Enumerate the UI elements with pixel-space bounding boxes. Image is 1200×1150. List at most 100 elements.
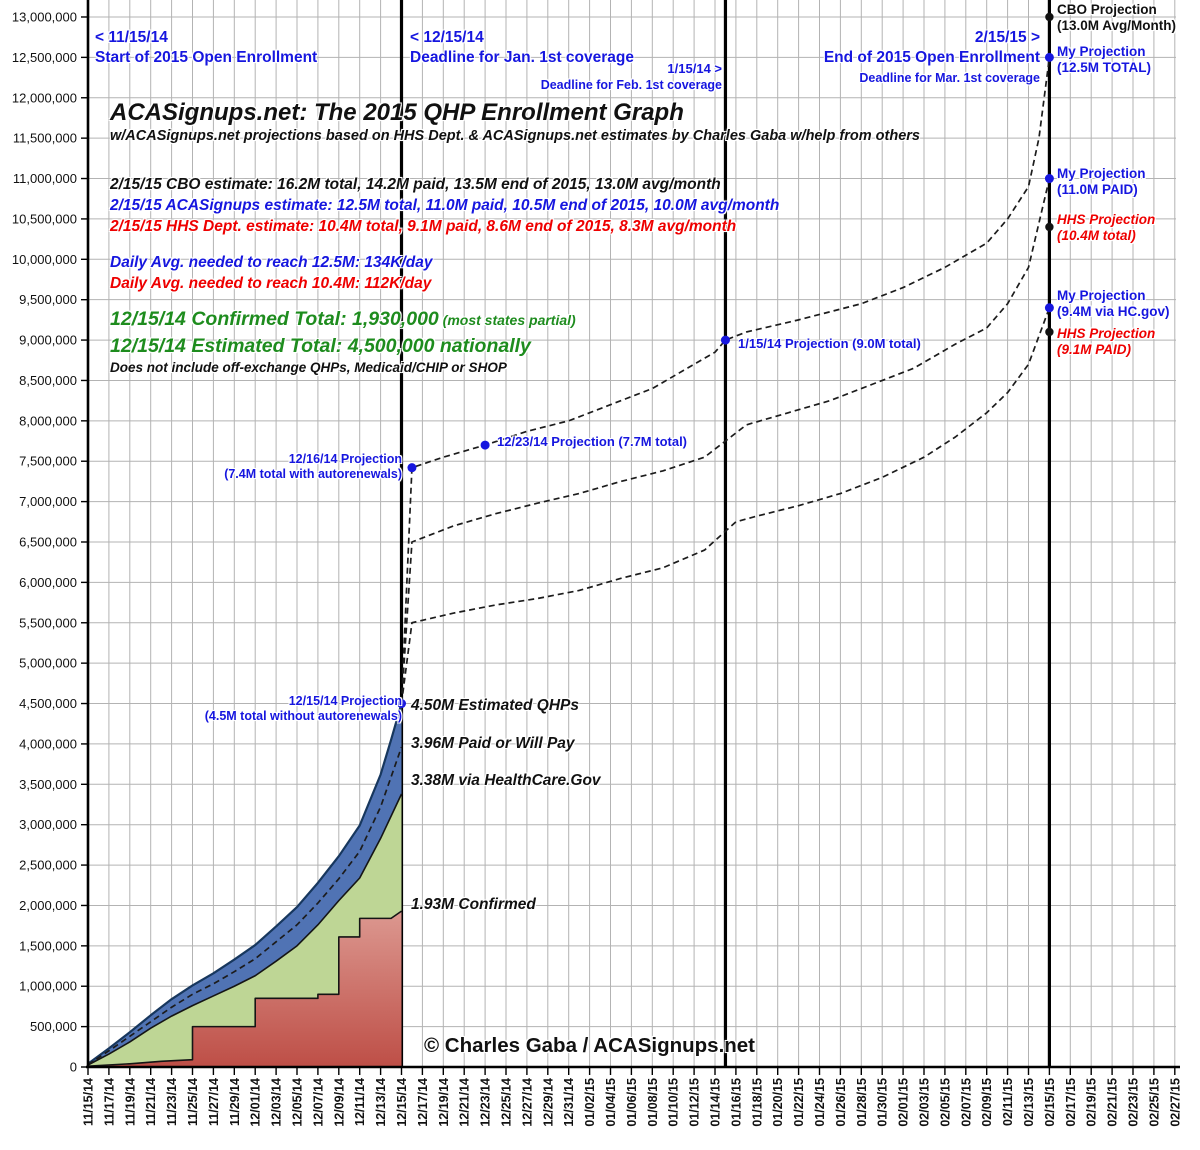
svg-text:12/05/14: 12/05/14 bbox=[291, 1078, 305, 1127]
svg-text:12,500,000: 12,500,000 bbox=[12, 50, 77, 65]
svg-text:500,000: 500,000 bbox=[30, 1019, 77, 1034]
svg-text:02/01/15: 02/01/15 bbox=[897, 1078, 911, 1127]
svg-text:1,000,000: 1,000,000 bbox=[19, 979, 77, 994]
svg-text:01/06/15: 01/06/15 bbox=[625, 1078, 639, 1127]
svg-text:11,500,000: 11,500,000 bbox=[13, 131, 77, 146]
svg-text:02/11/15: 02/11/15 bbox=[1001, 1078, 1015, 1126]
svg-text:01/12/15: 01/12/15 bbox=[688, 1078, 702, 1127]
svg-text:11/15/14: 11/15/14 bbox=[82, 1078, 96, 1126]
svg-text:01/28/15: 01/28/15 bbox=[855, 1078, 869, 1127]
svg-text:2,500,000: 2,500,000 bbox=[19, 858, 77, 873]
chart-subtitle: w/ACASignups.net projections based on HH… bbox=[110, 128, 920, 144]
svg-text:01/26/15: 01/26/15 bbox=[834, 1078, 848, 1127]
svg-text:6,500,000: 6,500,000 bbox=[19, 534, 77, 549]
annotation-open-enrollment-start: < 11/15/14 Start of 2015 Open Enrollment bbox=[95, 28, 317, 68]
projection-label-my-hcgov: My Projection (9.4M via HC.gov) bbox=[1057, 288, 1170, 320]
annotation-jan1-deadline: < 12/15/14 Deadline for Jan. 1st coverag… bbox=[410, 28, 634, 68]
svg-text:02/09/15: 02/09/15 bbox=[980, 1078, 994, 1127]
svg-text:02/13/15: 02/13/15 bbox=[1022, 1078, 1036, 1127]
label-line: HHS Projection bbox=[1057, 212, 1156, 227]
stacked-areas bbox=[87, 703, 403, 1067]
projection-label-my-paid: My Projection (11.0M PAID) bbox=[1057, 166, 1146, 198]
projection-label-hhs-paid: HHS Projection (9.1M PAID) bbox=[1057, 326, 1155, 358]
svg-text:01/20/15: 01/20/15 bbox=[771, 1078, 785, 1127]
annotation-line: Deadline for Jan. 1st coverage bbox=[410, 49, 634, 66]
svg-text:11/29/14: 11/29/14 bbox=[228, 1078, 242, 1126]
svg-text:02/21/15: 02/21/15 bbox=[1106, 1078, 1120, 1127]
svg-text:12/09/14: 12/09/14 bbox=[332, 1078, 346, 1127]
label-line: My Projection bbox=[1057, 44, 1146, 59]
svg-text:01/14/15: 01/14/15 bbox=[709, 1078, 723, 1127]
annotation-line: Deadline for Feb. 1st coverage bbox=[540, 78, 722, 92]
daily-avg-104: Daily Avg. needed to reach 10.4M: 112K/d… bbox=[110, 275, 432, 292]
svg-text:2,000,000: 2,000,000 bbox=[19, 898, 77, 913]
svg-text:10,500,000: 10,500,000 bbox=[12, 211, 77, 226]
level-label-193: 1.93M Confirmed bbox=[411, 896, 536, 913]
annotation-line: Deadline for Mar. 1st coverage bbox=[859, 71, 1040, 85]
svg-text:11/25/14: 11/25/14 bbox=[186, 1078, 200, 1126]
svg-text:12/13/14: 12/13/14 bbox=[374, 1078, 388, 1127]
label-line: (9.4M via HC.gov) bbox=[1057, 304, 1170, 319]
label-line: 12/15/14 Projection bbox=[288, 694, 402, 708]
svg-text:11,000,000: 11,000,000 bbox=[13, 171, 77, 186]
annotation-line: < 11/15/14 bbox=[95, 29, 168, 46]
annotation-line: 2/15/15 > bbox=[974, 29, 1040, 46]
svg-text:6,000,000: 6,000,000 bbox=[19, 575, 77, 590]
svg-text:12/25/14: 12/25/14 bbox=[500, 1078, 514, 1127]
axes bbox=[86, 0, 1180, 1069]
daily-avg-125: Daily Avg. needed to reach 12.5M: 134K/d… bbox=[110, 254, 433, 271]
annotation-line: < 12/15/14 bbox=[410, 29, 484, 46]
svg-text:5,500,000: 5,500,000 bbox=[19, 615, 77, 630]
svg-text:01/24/15: 01/24/15 bbox=[813, 1078, 827, 1127]
svg-text:01/22/15: 01/22/15 bbox=[792, 1078, 806, 1127]
svg-text:01/08/15: 01/08/15 bbox=[646, 1078, 660, 1127]
estimates-block: 2/15/15 CBO estimate: 16.2M total, 14.2M… bbox=[110, 174, 779, 237]
svg-text:7,500,000: 7,500,000 bbox=[19, 454, 77, 469]
svg-text:01/30/15: 01/30/15 bbox=[876, 1078, 890, 1127]
svg-text:11/23/14: 11/23/14 bbox=[165, 1078, 179, 1126]
svg-text:01/18/15: 01/18/15 bbox=[750, 1078, 764, 1127]
svg-text:3,000,000: 3,000,000 bbox=[19, 817, 77, 832]
annotation-line: End of 2015 Open Enrollment bbox=[823, 49, 1040, 66]
level-label-450: 4.50M Estimated QHPs bbox=[411, 697, 579, 714]
exclusion-note: Does not include off-exchange QHPs, Medi… bbox=[110, 360, 507, 375]
svg-text:9,500,000: 9,500,000 bbox=[19, 292, 77, 307]
hhs-estimate: 2/15/15 HHS Dept. estimate: 10.4M total,… bbox=[110, 218, 737, 235]
projection-point-label-1215: 12/15/14 Projection (4.5M total without … bbox=[205, 694, 402, 724]
svg-text:02/27/15: 02/27/15 bbox=[1168, 1078, 1182, 1127]
v-gridlines bbox=[108, 0, 1176, 1067]
svg-text:12/19/14: 12/19/14 bbox=[437, 1078, 451, 1127]
svg-text:12/15/14: 12/15/14 bbox=[395, 1078, 409, 1127]
svg-text:01/02/15: 01/02/15 bbox=[583, 1078, 597, 1127]
svg-text:11/21/14: 11/21/14 bbox=[144, 1078, 158, 1126]
svg-text:12/21/14: 12/21/14 bbox=[458, 1078, 472, 1127]
annotation-line: 1/15/14 > bbox=[667, 61, 722, 76]
svg-text:02/05/15: 02/05/15 bbox=[938, 1078, 952, 1127]
svg-text:12/27/14: 12/27/14 bbox=[520, 1078, 534, 1127]
svg-text:3,500,000: 3,500,000 bbox=[19, 777, 77, 792]
svg-text:8,500,000: 8,500,000 bbox=[19, 373, 77, 388]
label-line: (13.0M Avg/Month) bbox=[1057, 18, 1176, 33]
h-gridlines bbox=[88, 16, 1176, 1028]
svg-text:01/16/15: 01/16/15 bbox=[729, 1078, 743, 1127]
label-line: HHS Projection bbox=[1057, 326, 1156, 341]
svg-text:02/15/15: 02/15/15 bbox=[1043, 1078, 1057, 1127]
svg-text:01/04/15: 01/04/15 bbox=[604, 1078, 618, 1127]
svg-text:5,000,000: 5,000,000 bbox=[19, 656, 77, 671]
data-point-markers bbox=[397, 12, 1054, 709]
svg-text:02/03/15: 02/03/15 bbox=[918, 1078, 932, 1127]
projection-label-cbo: CBO Projection (13.0M Avg/Month) bbox=[1057, 2, 1176, 34]
label-line: My Projection bbox=[1057, 166, 1146, 181]
svg-text:12/17/14: 12/17/14 bbox=[416, 1078, 430, 1127]
svg-text:10,000,000: 10,000,000 bbox=[12, 252, 77, 267]
projection-label-my-total: My Projection (12.5M TOTAL) bbox=[1057, 44, 1151, 76]
svg-text:8,000,000: 8,000,000 bbox=[19, 413, 77, 428]
svg-text:02/25/15: 02/25/15 bbox=[1147, 1078, 1161, 1127]
svg-text:11/27/14: 11/27/14 bbox=[207, 1078, 221, 1126]
annotation-line: Start of 2015 Open Enrollment bbox=[95, 49, 318, 66]
label-line: (11.0M PAID) bbox=[1057, 182, 1138, 197]
copyright-text: © Charles Gaba / ACASignups.net bbox=[424, 1034, 756, 1057]
svg-text:12/07/14: 12/07/14 bbox=[311, 1078, 325, 1127]
